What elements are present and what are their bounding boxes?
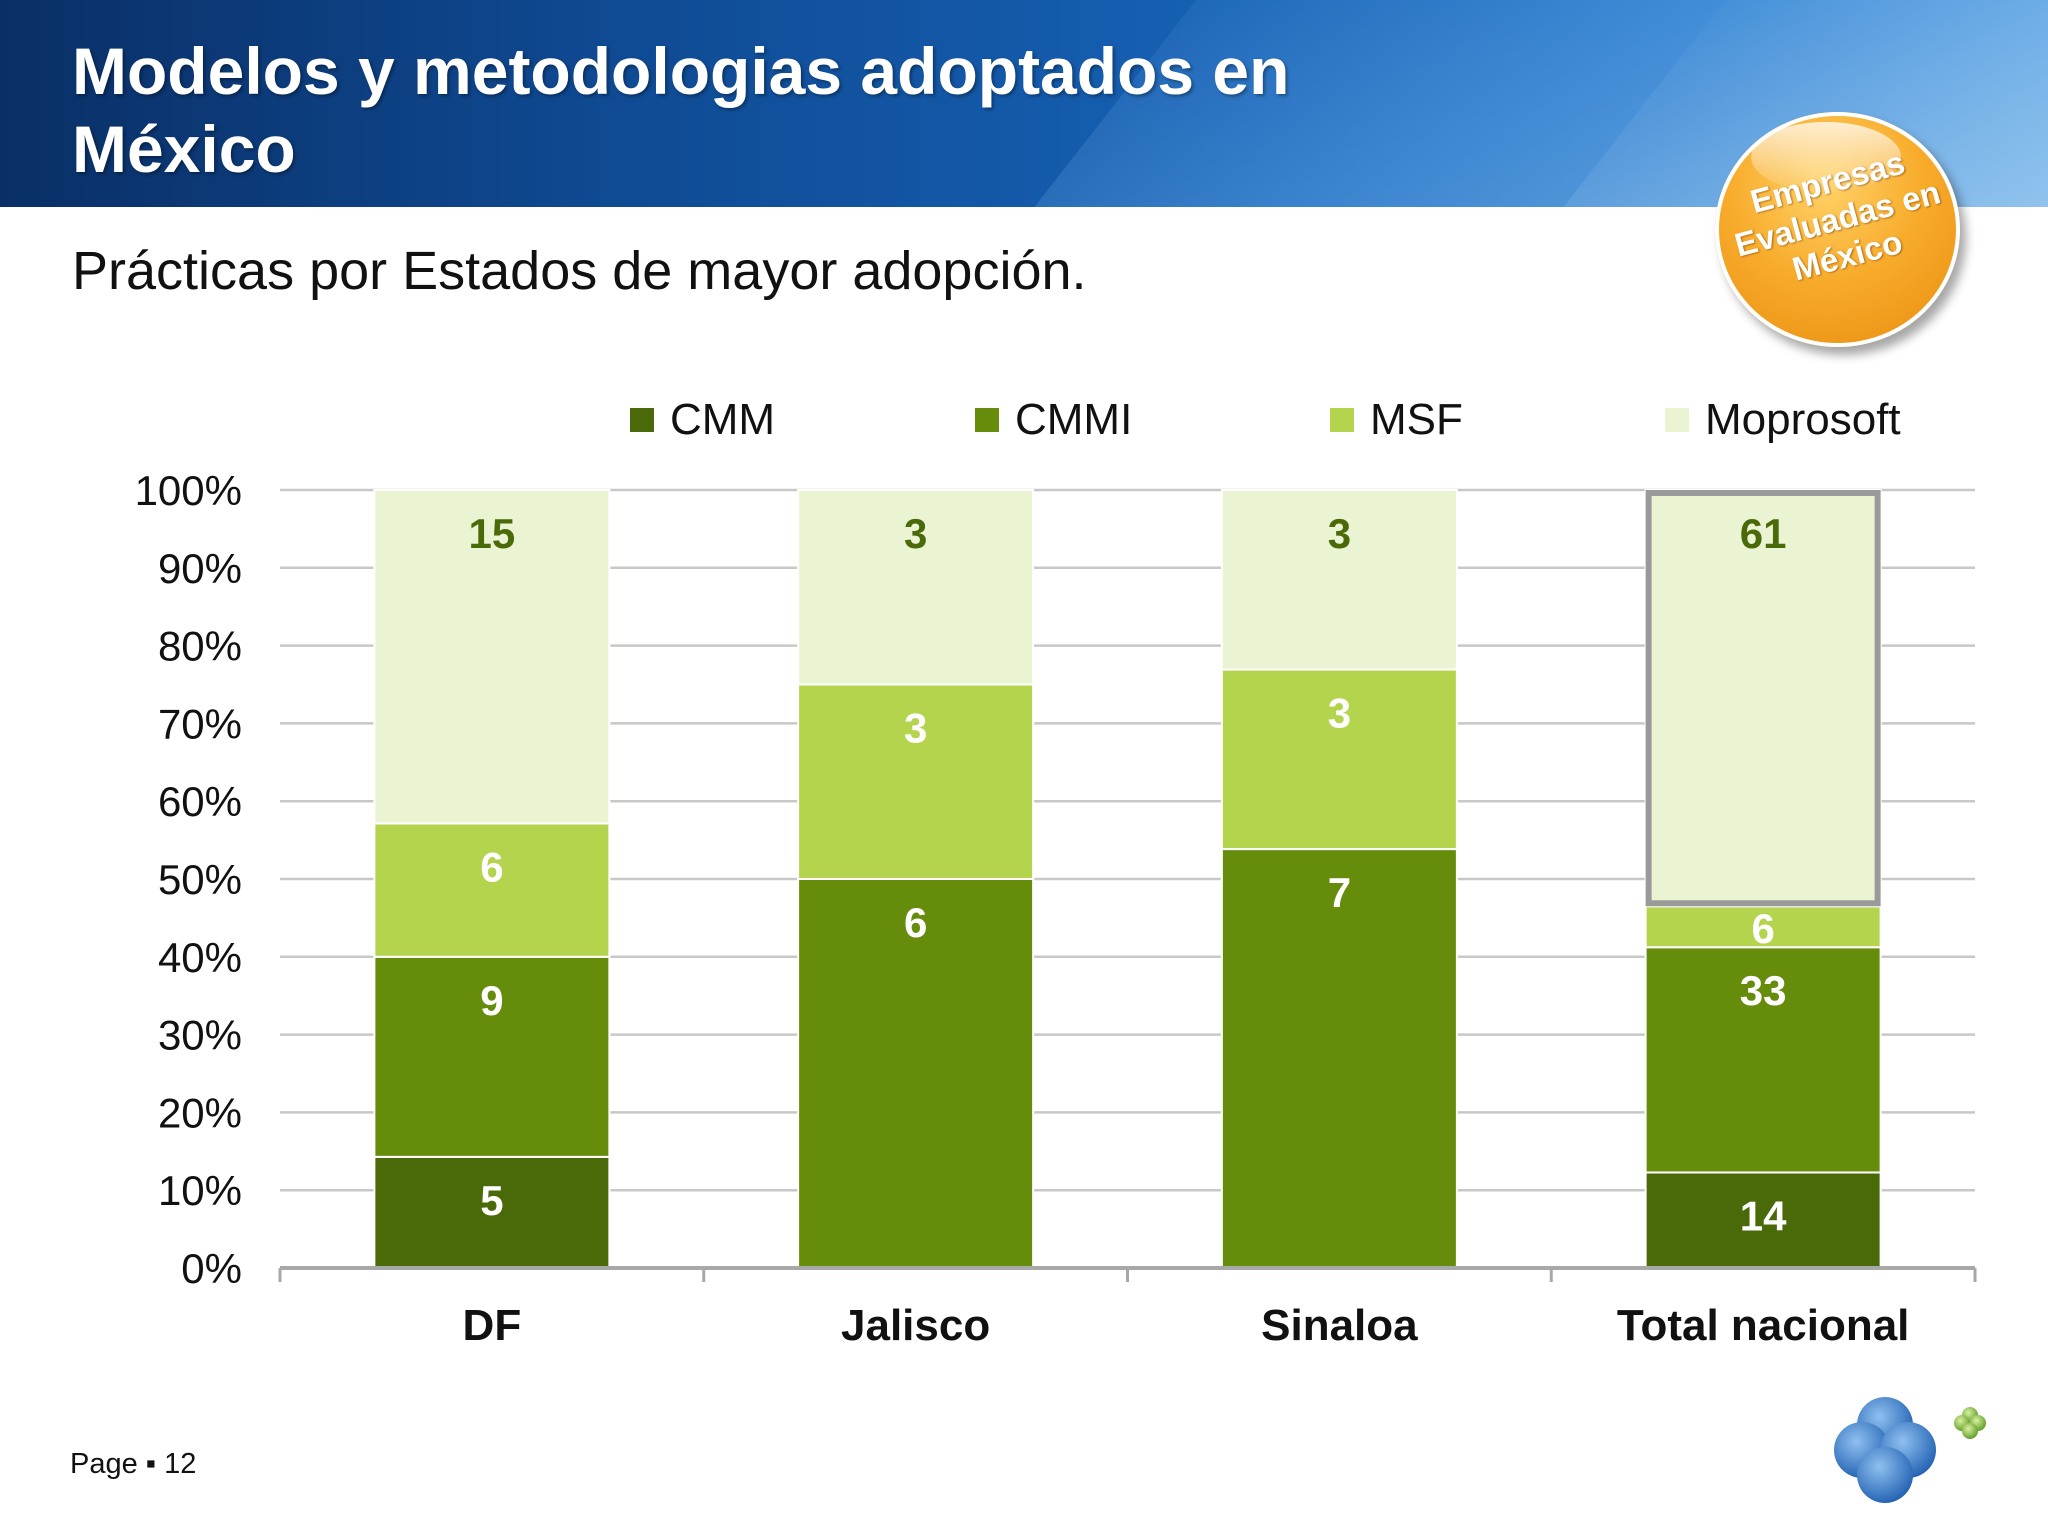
bar-segment xyxy=(1220,489,1458,671)
page-footer: Page ▪ 12 xyxy=(70,1448,196,1481)
bar-segment xyxy=(373,822,611,958)
y-tick-label: 70% xyxy=(158,700,242,747)
bar-segment xyxy=(1644,946,1882,1174)
slide-title: Modelos y metodologias adoptados en Méxi… xyxy=(72,34,1290,186)
y-tick-label: 50% xyxy=(158,856,242,903)
stacked-bar-chart: 0% 10% 20% 30% 40% 50% 60% 70% 80% 90% 100% 5 9 6 15 DF… xyxy=(135,467,1977,1350)
legend-label-cmmi: CMMI xyxy=(1015,395,1133,444)
page-label: Page xyxy=(70,1448,138,1480)
page-separator-icon: ▪ xyxy=(145,1448,157,1480)
data-label: 3 xyxy=(904,705,927,752)
legend-swatch-cmmi xyxy=(975,408,999,432)
legend-label-cmm: CMM xyxy=(670,395,776,444)
bar-segment xyxy=(1644,905,1882,949)
legend-label-moprosoft: Moprosoft xyxy=(1705,395,1901,444)
bar-segment xyxy=(373,489,611,825)
chart-legend: CMM CMMI MSF Moprosoft xyxy=(630,390,1970,450)
y-tick-label: 20% xyxy=(158,1089,242,1136)
highlight-box xyxy=(1645,490,1881,907)
y-tick-label: 90% xyxy=(158,545,242,592)
bar-segment xyxy=(797,489,1035,686)
x-category-label: Total nacional xyxy=(1617,1301,1910,1350)
legend-swatch-moprosoft xyxy=(1665,408,1689,432)
badge-gloss xyxy=(1751,122,1901,192)
data-label: 6 xyxy=(904,899,927,946)
data-label: 15 xyxy=(469,510,516,557)
slide-subtitle: Prácticas por Estados de mayor adopción. xyxy=(72,241,1087,301)
data-label: 14 xyxy=(1740,1192,1787,1239)
bar-segment xyxy=(1220,848,1458,1269)
legend-item-msf: MSF xyxy=(1330,390,1463,450)
y-tick-label: 10% xyxy=(158,1167,242,1214)
bar-segment xyxy=(1644,489,1882,908)
slide-header: Modelos y metodologias adoptados en Méxi… xyxy=(0,0,2048,207)
legend-label-msf: MSF xyxy=(1370,395,1463,444)
y-tick-label: 80% xyxy=(158,623,242,670)
x-category-label: DF xyxy=(463,1301,522,1350)
legend-item-moprosoft: Moprosoft xyxy=(1665,390,1901,450)
data-label: 6 xyxy=(480,843,503,890)
y-tick-label: 30% xyxy=(158,1012,242,1059)
bar-segment xyxy=(797,683,1035,880)
legend-swatch-msf xyxy=(1330,408,1354,432)
y-tick-label: 100% xyxy=(135,467,242,514)
legend-item-cmm: CMM xyxy=(630,390,775,450)
data-label: 3 xyxy=(904,510,927,557)
y-tick-label: 0% xyxy=(181,1245,242,1292)
bar-segment xyxy=(1220,668,1458,851)
y-tick-label: 40% xyxy=(158,934,242,981)
legend-item-cmmi: CMMI xyxy=(975,390,1132,450)
data-label: 9 xyxy=(480,977,503,1024)
empresas-badge: Empresas Evaluadas en México xyxy=(1715,112,1960,347)
bar-segment xyxy=(1644,1171,1882,1269)
data-label: 5 xyxy=(480,1177,503,1224)
data-label: 7 xyxy=(1328,869,1351,916)
bar-segment xyxy=(797,878,1035,1269)
data-label: 61 xyxy=(1740,510,1787,557)
data-label: 3 xyxy=(1328,690,1351,737)
data-label: 3 xyxy=(1328,510,1351,557)
y-tick-label: 60% xyxy=(158,778,242,825)
data-label: 33 xyxy=(1740,967,1787,1014)
company-logo-icon xyxy=(1834,1397,1986,1503)
x-category-label: Jalisco xyxy=(841,1301,990,1350)
bar-segment xyxy=(373,955,611,1158)
legend-swatch-cmm xyxy=(630,408,654,432)
x-category-label: Sinaloa xyxy=(1261,1301,1418,1350)
page-number: 12 xyxy=(164,1448,197,1480)
data-label: 6 xyxy=(1751,905,1774,952)
